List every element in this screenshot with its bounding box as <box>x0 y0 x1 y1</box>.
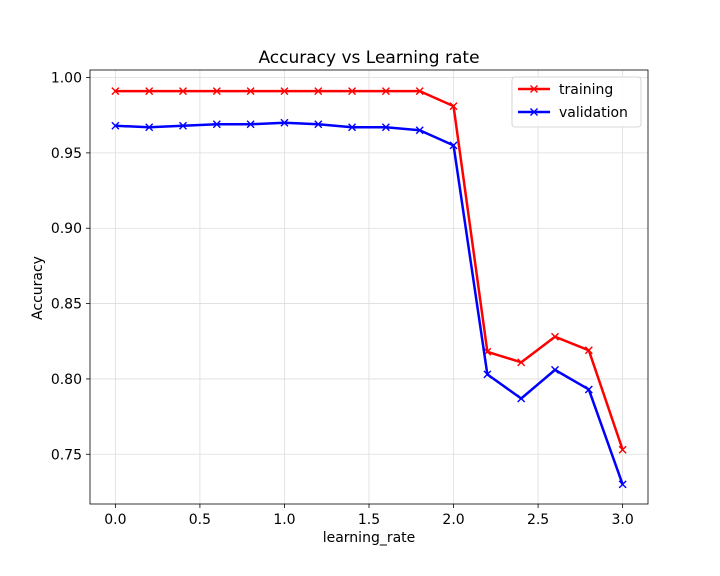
x-tick-label: 3.0 <box>612 512 634 528</box>
series-layer <box>111 87 627 489</box>
data-point <box>517 394 526 403</box>
data-point <box>551 332 559 341</box>
legend-label: training <box>559 82 613 98</box>
data-point <box>246 87 255 96</box>
data-point <box>111 121 120 130</box>
data-point <box>618 445 627 454</box>
series-validation <box>111 118 627 489</box>
data-point <box>449 141 458 150</box>
legend: training validation <box>511 76 642 128</box>
chart-title: Accuracy vs Learning rate <box>258 48 479 68</box>
y-tick-label: 1.00 <box>51 71 82 87</box>
y-tick-label: 0.85 <box>51 297 82 313</box>
data-point <box>618 480 627 489</box>
data-point <box>145 123 154 132</box>
data-point <box>415 87 424 96</box>
data-point <box>145 87 154 96</box>
series-line-training <box>115 89 624 451</box>
data-point <box>483 370 492 379</box>
data-point <box>212 87 221 96</box>
data-point <box>314 87 323 96</box>
legend-item-validation: validation <box>518 105 628 121</box>
x-tick-label: 1.0 <box>273 512 295 528</box>
data-point <box>179 87 187 96</box>
data-point <box>246 120 255 129</box>
legend-item-training: training <box>518 82 613 98</box>
data-point <box>381 123 390 132</box>
data-point <box>551 365 559 374</box>
grid <box>90 70 648 504</box>
y-axis-label: Accuracy <box>30 256 46 320</box>
y-tick-label: 0.80 <box>51 372 82 388</box>
data-point <box>179 121 187 130</box>
data-point <box>381 87 390 96</box>
x-tick-label: 2.0 <box>442 512 464 528</box>
data-point <box>449 102 458 111</box>
data-point <box>314 120 323 129</box>
x-tick-label: 0.5 <box>189 512 211 528</box>
y-tick-label: 0.95 <box>51 146 82 162</box>
x-tick-label: 2.5 <box>527 512 549 528</box>
data-point <box>584 385 593 394</box>
data-point <box>517 358 526 367</box>
data-point <box>584 346 593 355</box>
x-axis-label: learning_rate <box>323 530 416 546</box>
data-point <box>348 123 357 132</box>
y-tick-label: 0.90 <box>51 221 82 237</box>
data-point <box>348 87 357 96</box>
data-point <box>111 87 120 96</box>
data-point <box>280 87 289 96</box>
data-point <box>280 118 289 127</box>
y-tick-label: 0.75 <box>51 447 82 463</box>
series-training <box>111 87 627 454</box>
x-tick-label: 1.5 <box>358 512 380 528</box>
series-line-validation <box>115 121 624 485</box>
data-point <box>212 120 221 129</box>
data-point <box>415 126 424 135</box>
legend-marker <box>530 108 538 116</box>
ticks: 0.0 0.5 1.0 1.5 2.0 2.5 3.0 0.75 0.80 0.85 0.90 0.9… <box>51 71 634 528</box>
x-tick-label: 0.0 <box>104 512 126 528</box>
legend-marker <box>530 85 538 93</box>
legend-label: validation <box>559 105 628 121</box>
